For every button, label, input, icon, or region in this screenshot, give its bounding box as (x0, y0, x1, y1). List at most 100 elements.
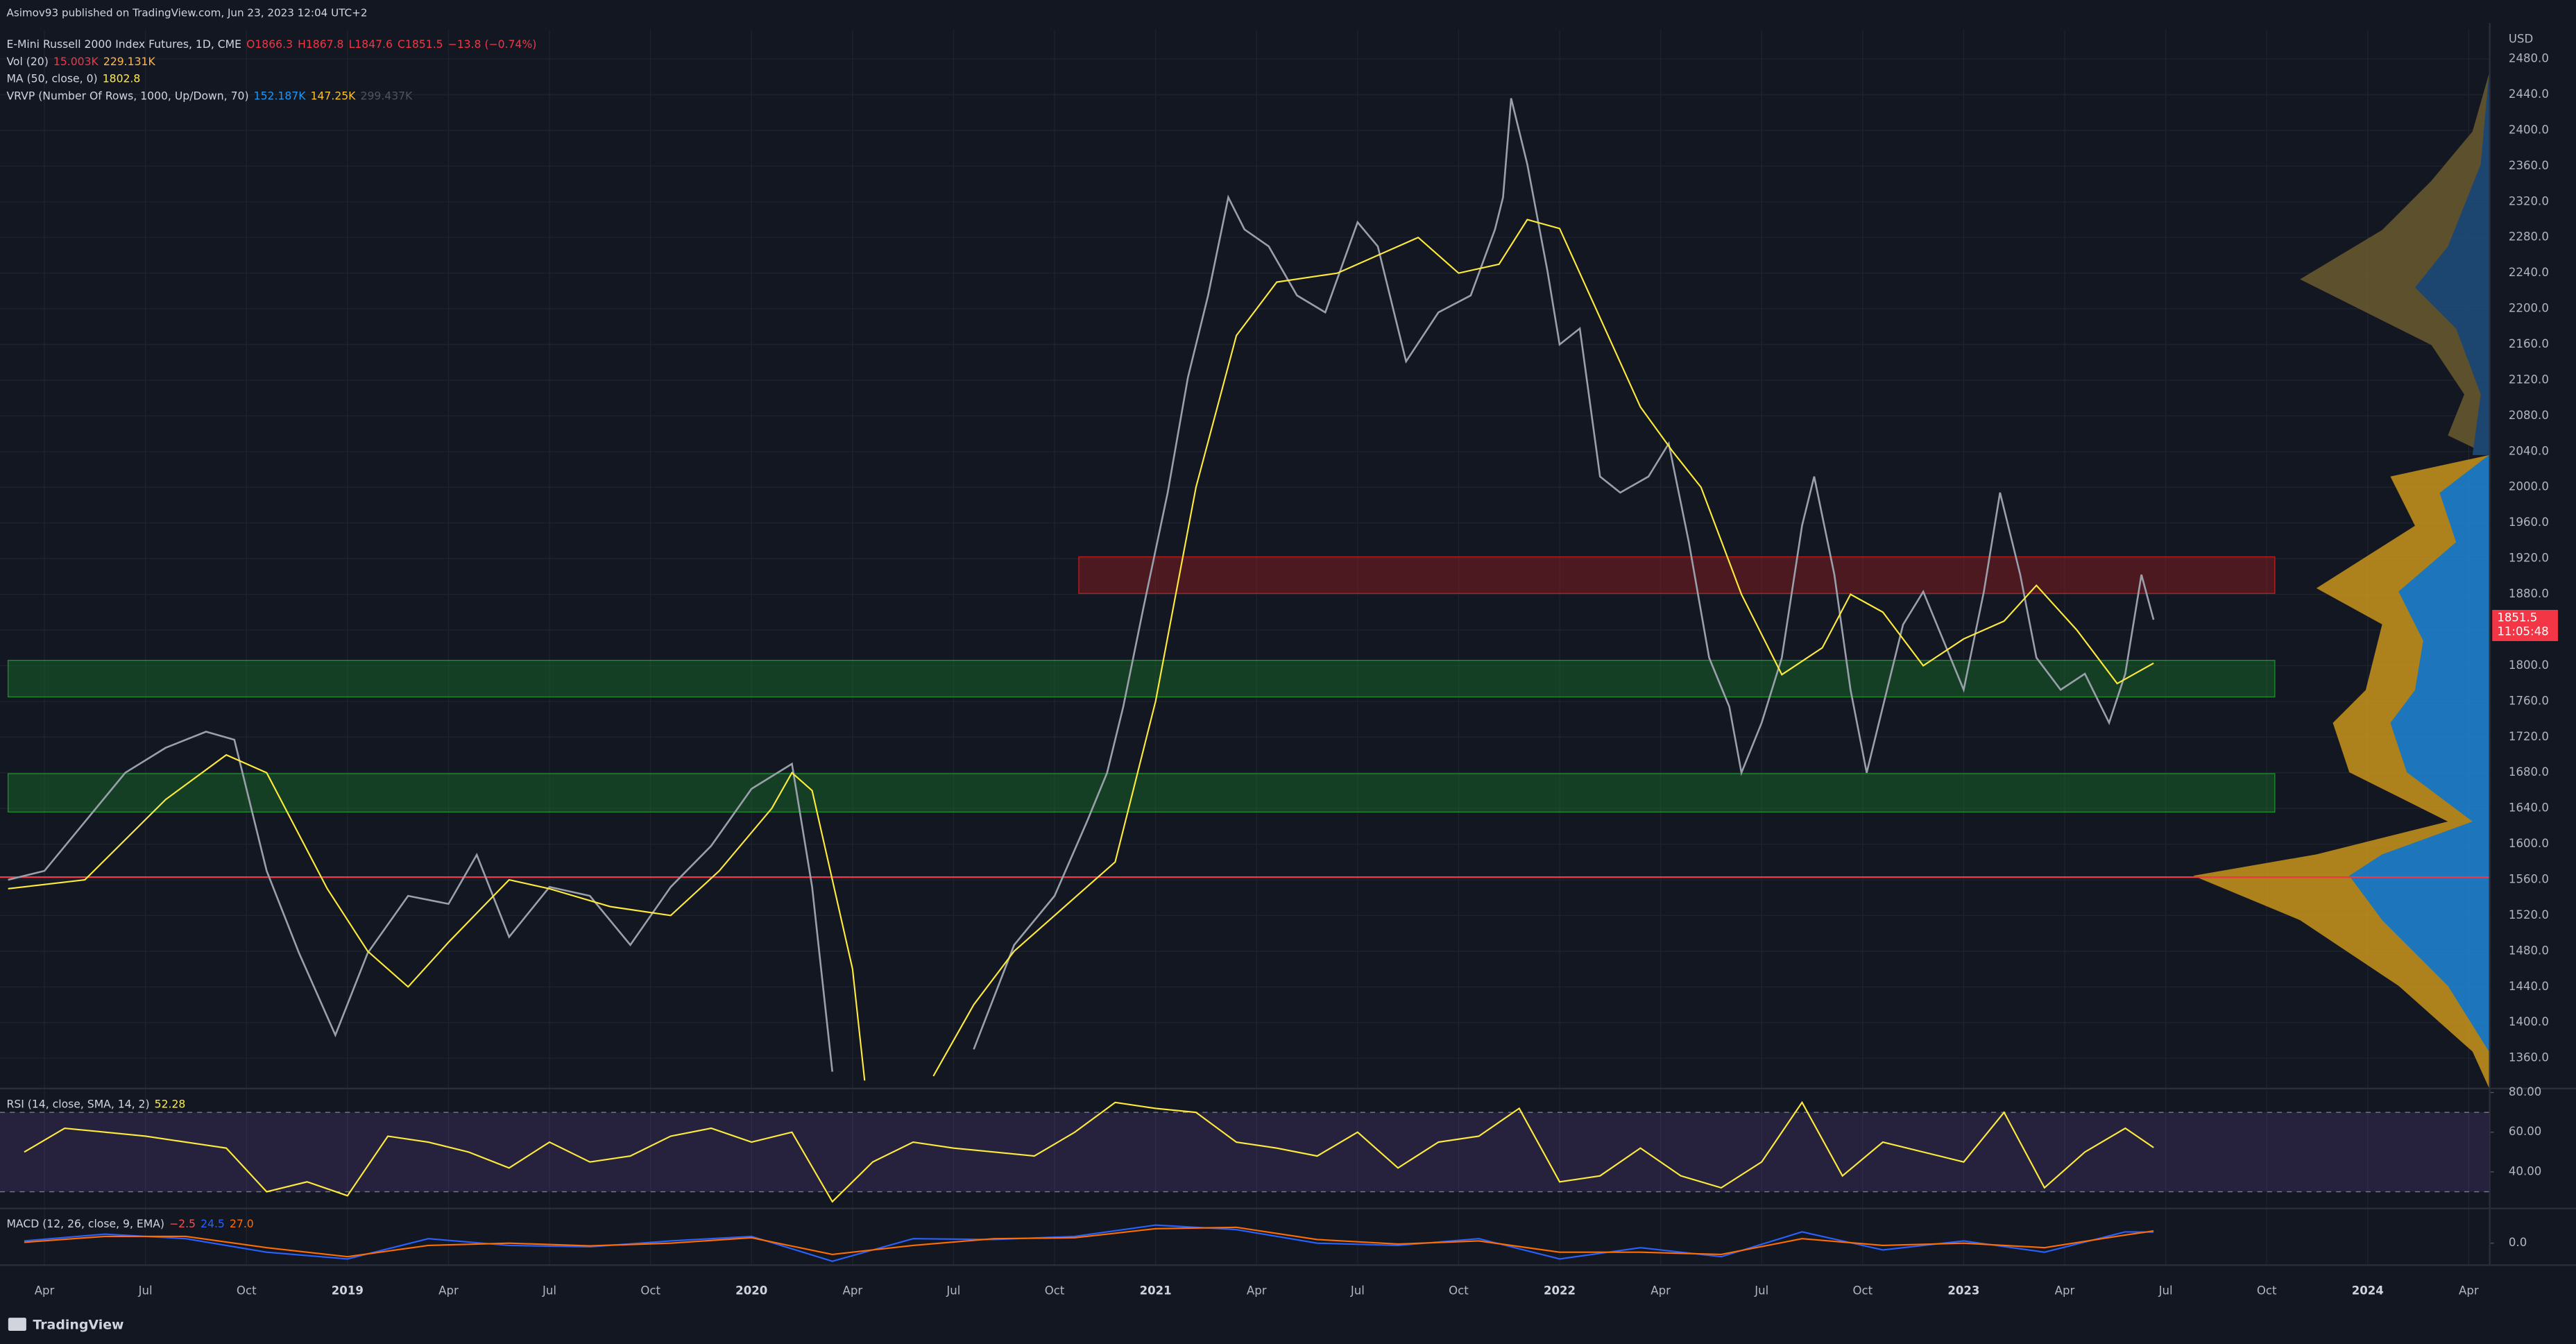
y-tick-label: 1640.0 (2509, 801, 2549, 815)
publisher: Asimov93 published on TradingView.com, J… (6, 6, 367, 19)
indicator-name: Vol (20) (6, 55, 48, 67)
indicator-name: VRVP (Number Of Rows, 1000, Up/Down, 70) (6, 90, 248, 102)
legend-value: −2.5 (169, 1218, 196, 1230)
rsi-plot (0, 1100, 2489, 1203)
series-line (8, 219, 2154, 1081)
ohlc-value: L1847.6 (349, 37, 393, 50)
x-tick-label: Apr (2459, 1284, 2479, 1298)
indicator-legend: VRVP (Number Of Rows, 1000, Up/Down, 70)… (6, 90, 413, 102)
legend-value: 24.5 (201, 1218, 225, 1230)
y-tick-label: 1800.0 (2509, 658, 2549, 672)
indicator-value: 299.437K (361, 90, 413, 102)
legend-title: E-Mini Russell 2000 Index Futures, 1D, C… (6, 37, 241, 50)
x-tick-label: 2022 (1544, 1284, 1576, 1298)
y-tick-label: 2440.0 (2509, 87, 2549, 101)
grid (0, 29, 2494, 1266)
x-tick-label: Apr (438, 1284, 459, 1298)
y-tick-label: 1520.0 (2509, 908, 2549, 921)
x-tick-label: Apr (2055, 1284, 2075, 1298)
x-tick-label: Jul (946, 1284, 960, 1298)
currency: USD (2509, 32, 2533, 45)
indicator-value: 1802.8 (103, 72, 141, 85)
y-tick-label: 1560.0 (2509, 873, 2549, 886)
x-tick-label: Oct (640, 1284, 660, 1298)
rsi-band (0, 1112, 2489, 1192)
y-tick-label: 2200.0 (2509, 302, 2549, 315)
x-tick-label: Apr (35, 1284, 55, 1298)
y-tick-label: 1920.0 (2509, 552, 2549, 565)
indicator-value: 229.131K (103, 55, 156, 67)
legend: RSI (14, close, SMA, 14, 2) 52.28 (6, 1098, 185, 1110)
y-tick-label: 0.0 (2509, 1236, 2527, 1249)
y-tick-label: 2360.0 (2509, 159, 2549, 172)
y-tick-label: 1480.0 (2509, 944, 2549, 957)
x-tick-label: Jul (2158, 1284, 2173, 1298)
x-tick-label: Apr (1650, 1284, 1671, 1298)
y-tick-label: 2240.0 (2509, 266, 2549, 279)
ohlc-value: −13.8 (−0.74%) (448, 37, 537, 50)
y-tick-label: 2160.0 (2509, 337, 2549, 350)
indicator-value: 152.187K (254, 90, 307, 102)
x-tick-label: Oct (237, 1284, 257, 1298)
y-tick-label: 60.00 (2509, 1125, 2541, 1138)
legend-title: MACD (12, 26, close, 9, EMA) (6, 1218, 164, 1230)
x-tick-label: Oct (2257, 1284, 2277, 1298)
series-line (24, 1224, 2154, 1262)
x-tick-label: Oct (1852, 1284, 1873, 1298)
x-tick-label: Jul (542, 1284, 556, 1298)
y-tick-label: 2000.0 (2509, 480, 2549, 493)
y-tick-label: 80.00 (2509, 1085, 2541, 1098)
x-tick-label: Jul (1350, 1284, 1365, 1298)
logo-mark (8, 1318, 26, 1332)
series-line (8, 98, 2155, 1072)
y-tick-label: 1680.0 (2509, 765, 2549, 779)
ohlc-value: C1851.5 (398, 37, 443, 50)
x-tick-label: Jul (1754, 1284, 1768, 1298)
y-tick-label: 1400.0 (2509, 1015, 2549, 1028)
x-tick-label: 2021 (1140, 1284, 1172, 1298)
indicator-name: MA (50, close, 0) (6, 72, 97, 85)
x-tick-label: 2023 (1947, 1284, 1979, 1298)
macd-plot (24, 1224, 2154, 1262)
y-tick-label: 1440.0 (2509, 980, 2549, 993)
overlay: 1360.0 1400.0 1440.0 1480.0 1520.0 1560.0 1600… (6, 37, 2558, 1298)
y-tick-label: 2400.0 (2509, 123, 2549, 136)
ohlc-value: H1867.8 (298, 37, 343, 50)
x-tick-label: 2024 (2352, 1284, 2384, 1298)
y-tick-label: 2480.0 (2509, 52, 2549, 65)
last-price-box (2492, 609, 2558, 641)
legend-title: RSI (14, close, SMA, 14, 2) (6, 1098, 149, 1110)
y-tick-label: 2120.0 (2509, 373, 2549, 386)
legend-value: 27.0 (230, 1218, 254, 1230)
zone (7, 659, 2276, 698)
x-tick-label: Oct (1449, 1284, 1469, 1298)
brand: TradingView (33, 1317, 123, 1332)
y-tick-label: 2320.0 (2509, 194, 2549, 207)
logo: TradingView (8, 1317, 124, 1332)
price-pane (0, 98, 2489, 1081)
volume-profile (2193, 74, 2489, 1088)
indicator-value: 15.003K (53, 55, 99, 67)
y-tick-label: 1360.0 (2509, 1051, 2549, 1064)
x-tick-label: Oct (1045, 1284, 1065, 1298)
y-tick-label: 1760.0 (2509, 694, 2549, 707)
indicator-legend: MA (50, close, 0) 1802.8 (6, 72, 140, 85)
series-line (24, 1226, 2154, 1258)
x-tick-label: 2019 (332, 1284, 364, 1298)
x-tick-label: Apr (1247, 1284, 1267, 1298)
y-tick-label: 1880.0 (2509, 587, 2549, 600)
ohlc-value: O1866.3 (246, 37, 293, 50)
indicator-value: 147.25K (311, 90, 357, 102)
legend: E-Mini Russell 2000 Index Futures, 1D, C… (6, 37, 536, 50)
y-tick-label: 2080.0 (2509, 409, 2549, 422)
y-tick-label: 1600.0 (2509, 837, 2549, 850)
zone (1078, 556, 2276, 594)
y-tick-label: 40.00 (2509, 1164, 2541, 1177)
zone (7, 773, 2276, 813)
series-line (24, 1100, 2154, 1203)
legend: MACD (12, 26, close, 9, EMA) −2.5 24.5 27.0 (6, 1218, 253, 1230)
countdown: 11:05:48 (2497, 624, 2548, 638)
legend-value: 52.28 (155, 1098, 186, 1110)
